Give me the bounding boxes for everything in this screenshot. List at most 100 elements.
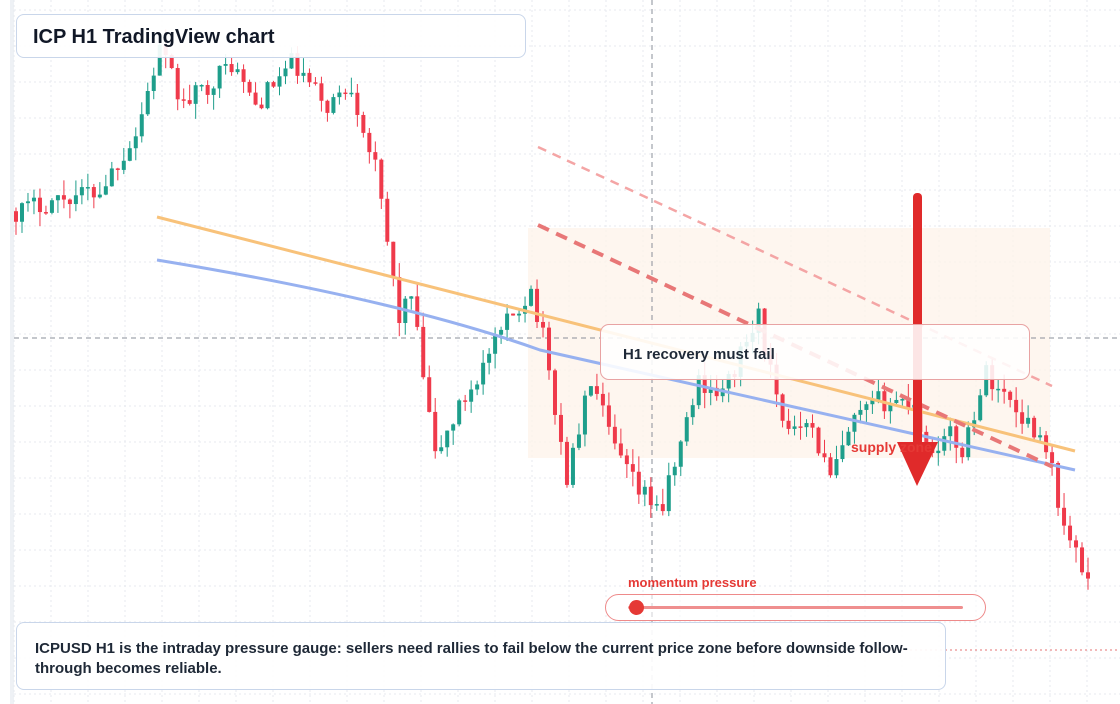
candle-body [25, 201, 30, 204]
candle-body [702, 375, 707, 393]
candle-body [349, 92, 354, 95]
candle-body [1068, 525, 1073, 541]
candle-body [690, 405, 695, 418]
candle-body [373, 152, 378, 160]
candle-body [211, 88, 216, 95]
candle-body [798, 426, 803, 428]
candle-body [984, 365, 989, 396]
candle-body [948, 426, 953, 437]
candle-body [1086, 572, 1090, 579]
candle-body [624, 455, 629, 465]
candle-body [19, 203, 24, 222]
candle-body [1038, 435, 1043, 438]
candle-body [439, 447, 444, 452]
candle-body [529, 288, 534, 306]
candle-body [858, 409, 863, 415]
candle-body [558, 414, 563, 442]
candle-body [367, 132, 372, 153]
candle-body [433, 411, 438, 452]
candle-body [319, 83, 324, 101]
candle-body [541, 321, 546, 328]
candle-body [379, 159, 384, 199]
candle-body [487, 353, 492, 363]
candle-body [271, 82, 276, 87]
candle-body [205, 84, 210, 95]
candle-body [463, 400, 468, 402]
candle-body [1002, 388, 1007, 392]
candle-body [906, 399, 911, 408]
candle-body [696, 375, 701, 406]
candle-body [43, 212, 48, 214]
candle-body [547, 327, 552, 371]
candle-body [852, 414, 857, 432]
candle-body [978, 395, 983, 421]
candle-body [792, 426, 797, 429]
candle-body [642, 486, 647, 495]
candle-body [259, 104, 264, 109]
candle-body [666, 475, 671, 512]
candle-body [61, 195, 66, 200]
candle-body [253, 92, 258, 105]
recovery-note-card: H1 recovery must fail [600, 324, 1030, 380]
down-arrow-head [897, 442, 938, 486]
candle-body [421, 326, 426, 378]
candle-body [618, 443, 623, 456]
candle-body [181, 99, 186, 101]
momentum-gauge[interactable] [605, 594, 986, 621]
candle-body [331, 97, 336, 113]
candle-body [355, 92, 360, 115]
candle-body [600, 393, 605, 406]
candle-body [217, 65, 222, 89]
title-card: ICP H1 TradingView chart [16, 14, 526, 58]
candle-body [780, 394, 785, 421]
candle-body [570, 447, 575, 485]
candle-body [1074, 540, 1079, 548]
candle-body [846, 431, 851, 446]
candle-body [481, 362, 486, 385]
candle-body [966, 427, 971, 458]
candle-body [786, 420, 791, 429]
candle-body [361, 114, 366, 133]
candle-body [876, 391, 881, 400]
candle-body [1008, 391, 1013, 400]
candle-body [822, 453, 827, 458]
candle-body [511, 313, 516, 316]
candle-body [552, 370, 557, 415]
candle-body [139, 114, 144, 137]
gauge-knob[interactable] [629, 600, 645, 615]
candle-body [199, 84, 204, 87]
gauge-track [628, 606, 963, 609]
candle-body [954, 426, 959, 448]
candle-body [79, 187, 84, 196]
candle-body [499, 329, 504, 335]
candle-body [469, 389, 474, 402]
caption-text: ICPUSD H1 is the intraday pressure gauge… [35, 640, 908, 677]
candle-body [295, 53, 300, 76]
candle-body [840, 445, 845, 460]
candle-body [942, 436, 947, 451]
candle-body [325, 100, 330, 113]
candle-body [888, 403, 893, 412]
gauge-label: momentum pressure [628, 575, 757, 590]
candle-body [864, 404, 869, 410]
candle-body [564, 441, 569, 485]
candle-body [714, 387, 719, 397]
candle-body [475, 384, 480, 390]
candle-body [804, 423, 809, 428]
candle-body [900, 399, 905, 401]
candle-body [972, 420, 977, 428]
candle-body [145, 91, 150, 115]
candle-body [241, 69, 246, 82]
candle-body [894, 399, 899, 404]
candle-body [708, 387, 713, 393]
candle-body [678, 441, 683, 467]
left-axis-strip [10, 0, 14, 704]
candle-body [1020, 412, 1025, 424]
candle-body [229, 64, 234, 73]
candle-body [1026, 417, 1031, 424]
candle-body [606, 405, 611, 427]
chart-title: ICP H1 TradingView chart [33, 26, 275, 48]
candle-body [924, 431, 929, 450]
candle-body [445, 430, 450, 448]
candle-body [612, 426, 617, 444]
